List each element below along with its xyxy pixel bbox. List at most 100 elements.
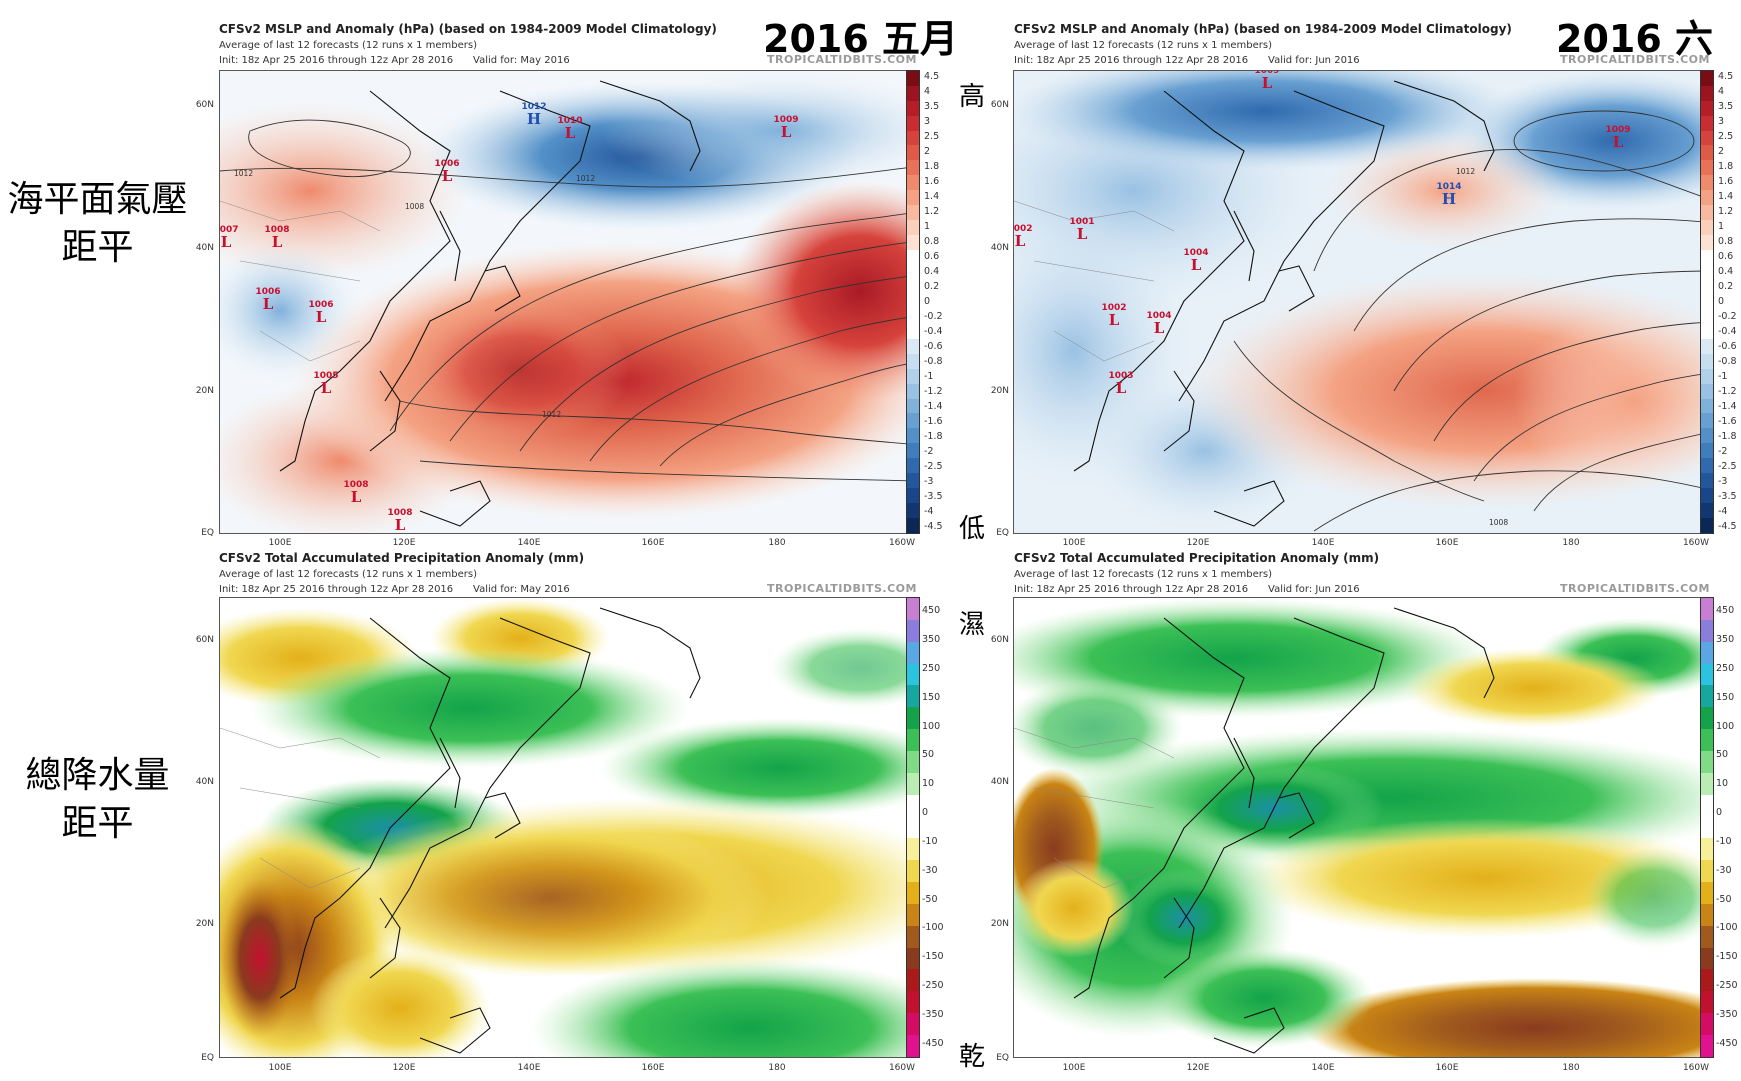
colorbar-label: -2	[924, 445, 934, 457]
colorbar-swatch	[1701, 598, 1713, 620]
side-label-high: 高	[958, 82, 985, 112]
colorbar-label: 3.5	[1718, 101, 1734, 113]
colorbar-label: -10	[1716, 835, 1732, 847]
lon-label: 100E	[1062, 538, 1086, 548]
row-label-precip-line1: 總降水量	[25, 755, 170, 796]
lat-label: 60N	[195, 635, 214, 645]
colorbar-swatch	[1701, 794, 1713, 817]
colorbar-swatch	[1701, 881, 1713, 904]
colorbar-label: -250	[1716, 979, 1738, 991]
panel-valid: Valid for: Jun 2016	[1268, 584, 1360, 595]
lat-label: 40N	[195, 243, 214, 253]
colorbar-label: 0.6	[1718, 251, 1734, 263]
colorbar-label: -0.4	[924, 325, 943, 337]
colorbar-label: 0	[924, 296, 931, 307]
colorbar-swatch	[907, 860, 919, 882]
lat-label: EQ	[996, 1053, 1009, 1063]
colorbar-swatch	[907, 115, 919, 131]
colorbar-label: -1	[924, 370, 934, 382]
lat-label: EQ	[201, 1053, 214, 1063]
colorbar-label: 1.2	[1718, 206, 1734, 218]
pressure-center: 1012 H	[521, 102, 547, 128]
panel-title: CFSv2 MSLP and Anomaly (hPa) (based on 1…	[219, 22, 717, 36]
colorbar-label: -3.5	[924, 490, 943, 502]
map-precip-may	[219, 597, 920, 1058]
colorbar-mslp-may	[906, 70, 920, 534]
colorbar-swatch	[1701, 368, 1713, 384]
colorbar-label: -350	[922, 1008, 944, 1020]
panel-subtitle: Average of last 12 forecasts (12 runs x …	[219, 569, 477, 580]
colorbar-swatch	[907, 947, 919, 970]
colorbar-swatch	[1701, 309, 1713, 325]
colorbar-precip-jun	[1700, 597, 1714, 1058]
lon-label: 120E	[392, 1063, 416, 1073]
colorbar-swatch	[1701, 473, 1713, 488]
colorbar-swatch	[907, 353, 919, 369]
side-label-wet: 濕	[958, 610, 985, 640]
lat-label: 20N	[195, 386, 214, 396]
colorbar-label: -1.8	[924, 430, 943, 442]
colorbar-swatch	[1701, 502, 1713, 518]
colorbar-label: 1.6	[1718, 176, 1734, 188]
pressure-center: 1005 L	[313, 371, 339, 397]
colorbar-swatch	[907, 294, 919, 310]
colorbar-swatch	[907, 428, 919, 444]
colorbar-swatch	[1701, 517, 1713, 533]
colorbar-swatch	[907, 487, 919, 503]
colorbar-swatch	[1701, 205, 1713, 220]
colorbar-label: 10	[922, 778, 935, 790]
colorbar-swatch	[1701, 991, 1713, 1014]
colorbar-label: 0.4	[1718, 266, 1734, 278]
pressure-center: 1009 L	[1254, 70, 1280, 92]
colorbar-swatch	[1701, 324, 1713, 340]
colorbar-swatch	[1701, 443, 1713, 459]
colorbar-label: 1.4	[924, 191, 940, 203]
panel-init: Init: 18z Apr 25 2016 through 12z Apr 28…	[219, 584, 454, 595]
colorbar-swatch	[1701, 234, 1713, 250]
colorbar-label: 50	[1716, 749, 1729, 761]
colorbar-label: 0.6	[924, 251, 940, 263]
colorbar-swatch	[907, 903, 919, 926]
colorbar-swatch	[1701, 685, 1713, 708]
panel-title: CFSv2 Total Accumulated Precipitation An…	[219, 551, 585, 565]
colorbar-swatch	[907, 458, 919, 474]
isobar-label: 1012	[576, 174, 596, 183]
lon-label: 180	[1562, 1063, 1580, 1073]
colorbar-label: 10	[1716, 778, 1729, 790]
colorbar-swatch	[1701, 264, 1713, 280]
lon-label: 140E	[1311, 1063, 1335, 1073]
colorbar-label: 150	[922, 691, 941, 703]
colorbar-swatch	[907, 219, 919, 235]
lon-label: 120E	[1186, 538, 1210, 548]
colorbar-labels-precip-jun: 450 350 250 150 100 50 10 0 -10 -30 -50 -100 -150 -25…	[1716, 597, 1741, 1058]
colorbar-swatch	[907, 772, 919, 795]
lon-label: 160E	[1435, 538, 1459, 548]
colorbar-swatch	[907, 413, 919, 429]
colorbar-swatch	[907, 443, 919, 459]
colorbar-swatch	[907, 838, 919, 861]
colorbar-swatch	[1701, 294, 1713, 310]
colorbar-swatch	[907, 991, 919, 1014]
colorbar-swatch	[907, 205, 919, 220]
colorbar-swatch	[907, 517, 919, 533]
colorbar-swatch	[1701, 947, 1713, 970]
colorbar-swatch	[1701, 413, 1713, 429]
colorbar-label: 4	[1718, 86, 1725, 98]
panel-subtitle: Average of last 12 forecasts (12 runs x …	[1014, 40, 1272, 51]
colorbar-label: -1.2	[1718, 385, 1737, 397]
colorbar-swatch	[1701, 249, 1713, 265]
colorbar-label: -0.4	[1718, 325, 1737, 337]
credit-watermark: TROPICALTIDBITS.COM	[1560, 53, 1710, 66]
colorbar-label: 0	[1716, 807, 1723, 819]
colorbar-swatch	[907, 339, 919, 354]
side-label-low: 低	[958, 514, 985, 544]
colorbar-swatch	[1701, 279, 1713, 295]
colorbar-swatch	[907, 1013, 919, 1035]
colorbar-label: 2	[924, 146, 931, 158]
pressure-center: 1004 L	[1183, 248, 1209, 274]
colorbar-swatch	[907, 816, 919, 839]
lon-label: 160E	[641, 538, 665, 548]
colorbar-label: 1	[924, 221, 931, 233]
